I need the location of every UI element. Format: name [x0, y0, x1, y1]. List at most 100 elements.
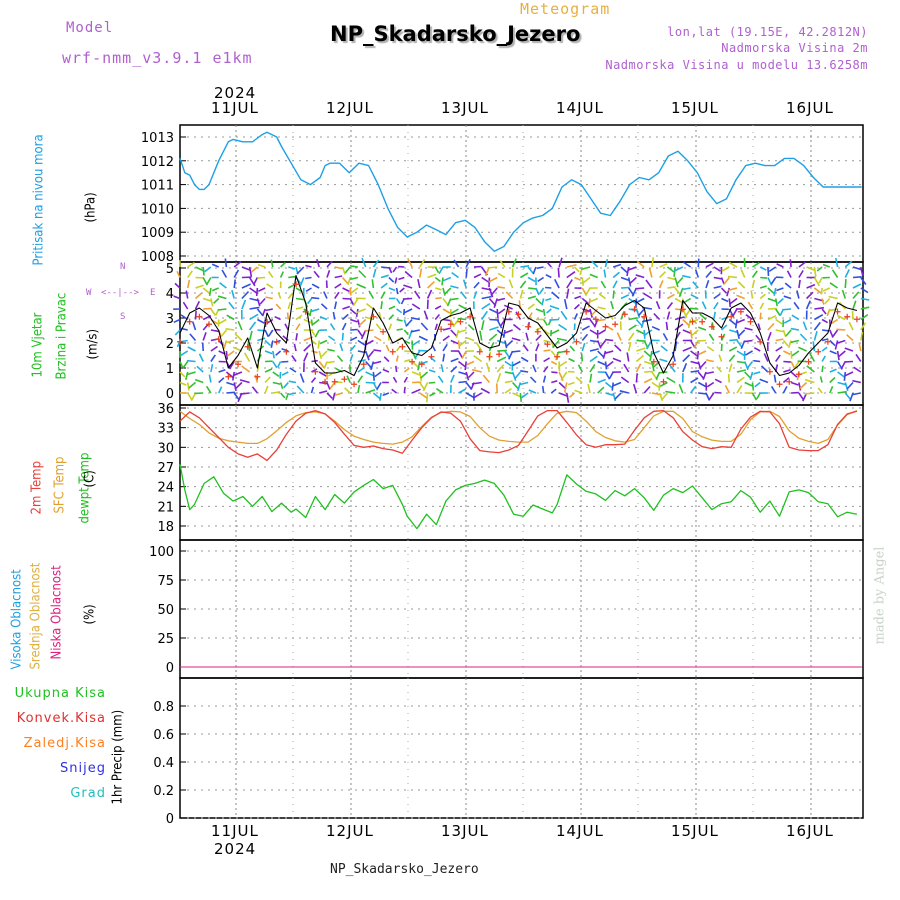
- wind-arrow: [682, 354, 691, 363]
- wind-arrow: [450, 374, 455, 383]
- year-top: 2024: [214, 84, 257, 102]
- wind-arrow: [187, 346, 196, 352]
- wind-arrow: [329, 323, 336, 331]
- wind-arrow: [716, 366, 723, 373]
- wind-gust-marker: [650, 358, 657, 365]
- wind-arrow: [186, 371, 196, 376]
- wind-arrow: [798, 392, 805, 401]
- wind-arrow: [535, 334, 542, 342]
- wind-arrow: [713, 311, 716, 320]
- wind-arrow: [418, 335, 428, 342]
- wind-arrow: [293, 343, 297, 352]
- wind-arrow: [760, 365, 769, 373]
- wind-arrow: [485, 362, 491, 373]
- wind-arrow: [831, 329, 839, 338]
- wind-arrow: [385, 344, 390, 352]
- wind-arrow: [365, 389, 376, 394]
- wind-arrow: [689, 329, 693, 339]
- wind-arrow: [729, 297, 738, 305]
- wind-arrow: [318, 350, 323, 360]
- wind-arrow: [620, 311, 625, 320]
- wind-arrow: [357, 339, 366, 346]
- wind-arrow: [527, 303, 535, 310]
- wind-gust-marker: [660, 378, 667, 385]
- wind-arrow: [626, 352, 630, 362]
- wind-arrow: [437, 375, 444, 383]
- wind-arrow: [272, 391, 281, 394]
- wind-arrow: [320, 303, 328, 310]
- wind-arrow: [587, 384, 591, 394]
- wind-arrow: [521, 392, 529, 399]
- wind-arrow: [388, 287, 396, 292]
- wind-arrow: [525, 332, 529, 341]
- wind-arrow: [441, 277, 444, 286]
- y-tick-label: 50: [157, 603, 174, 618]
- wind-arrow: [614, 344, 622, 352]
- wind-arrow: [392, 266, 398, 273]
- wind-arrow: [206, 277, 212, 285]
- wind-gust-marker: [592, 316, 599, 323]
- wind-arrow: [353, 298, 359, 306]
- wind-arrow: [667, 276, 676, 281]
- wind-arrow: [682, 318, 691, 327]
- wind-arrow: [705, 279, 710, 289]
- wind-arrow: [226, 350, 235, 357]
- wind-arrow: [755, 334, 761, 342]
- wind-arrow: [305, 264, 312, 268]
- wind-arrow: [319, 381, 328, 385]
- wind-arrow: [434, 323, 438, 331]
- wind-arrow: [326, 270, 331, 278]
- wind-arrow: [783, 368, 791, 373]
- wind-arrow: [759, 285, 767, 289]
- precip-frozen-label: Zaledj.Kisa: [23, 736, 106, 751]
- wind-arrow: [392, 376, 398, 383]
- wind-arrow: [376, 382, 382, 390]
- wind-arrow: [225, 339, 235, 344]
- wind-arrow: [790, 381, 799, 386]
- wind-arrow: [538, 287, 545, 295]
- wind-arrow: [542, 308, 546, 317]
- wind-arrow: [655, 371, 661, 380]
- wind-arrow: [185, 290, 189, 299]
- wind-arrow: [837, 390, 847, 394]
- wind-arrow: [718, 354, 723, 362]
- wind-arrow: [546, 308, 552, 314]
- wind-arrow: [284, 323, 290, 331]
- wind-arrow: [410, 317, 420, 321]
- wind-arrow: [612, 271, 621, 279]
- wind-arrow: [218, 318, 227, 325]
- wind-arrow: [714, 378, 722, 384]
- wind-arrow: [233, 260, 242, 268]
- wind-gust-marker: [467, 313, 474, 320]
- wind-arrow: [584, 287, 591, 297]
- wind-arrow: [760, 276, 768, 279]
- wind-arrow: [690, 350, 698, 357]
- wind-arrow: [186, 359, 196, 363]
- wind-arrow: [505, 339, 514, 348]
- wind-arrow: [228, 301, 235, 310]
- wind-arrow: [608, 371, 614, 380]
- wind-arrow: [828, 295, 838, 300]
- wind-arrow: [841, 289, 847, 299]
- wind-arrow: [187, 261, 195, 268]
- y-tick-label: 36: [157, 402, 174, 417]
- wind-arrow: [287, 283, 295, 289]
- wind-arrow: [620, 276, 630, 282]
- wind-arrow: [339, 343, 344, 352]
- y-tick-label: 30: [157, 441, 174, 456]
- wind-arrow: [653, 313, 661, 321]
- y-tick-label: 0.6: [153, 728, 174, 743]
- wind-arrow: [837, 381, 847, 386]
- wind-arrow: [637, 308, 645, 317]
- wind-arrow: [566, 288, 570, 299]
- wind-arrow: [435, 287, 442, 291]
- wind-arrow: [817, 387, 823, 394]
- wind-arrow: [759, 266, 767, 271]
- wind-arrow: [310, 377, 317, 384]
- wind-arrow: [349, 276, 359, 281]
- wind-arrow: [299, 277, 305, 287]
- wind-arrow: [813, 277, 820, 287]
- wind-arrow: [370, 361, 375, 371]
- wind-arrow: [388, 305, 396, 310]
- wind-gust-marker: [689, 318, 696, 325]
